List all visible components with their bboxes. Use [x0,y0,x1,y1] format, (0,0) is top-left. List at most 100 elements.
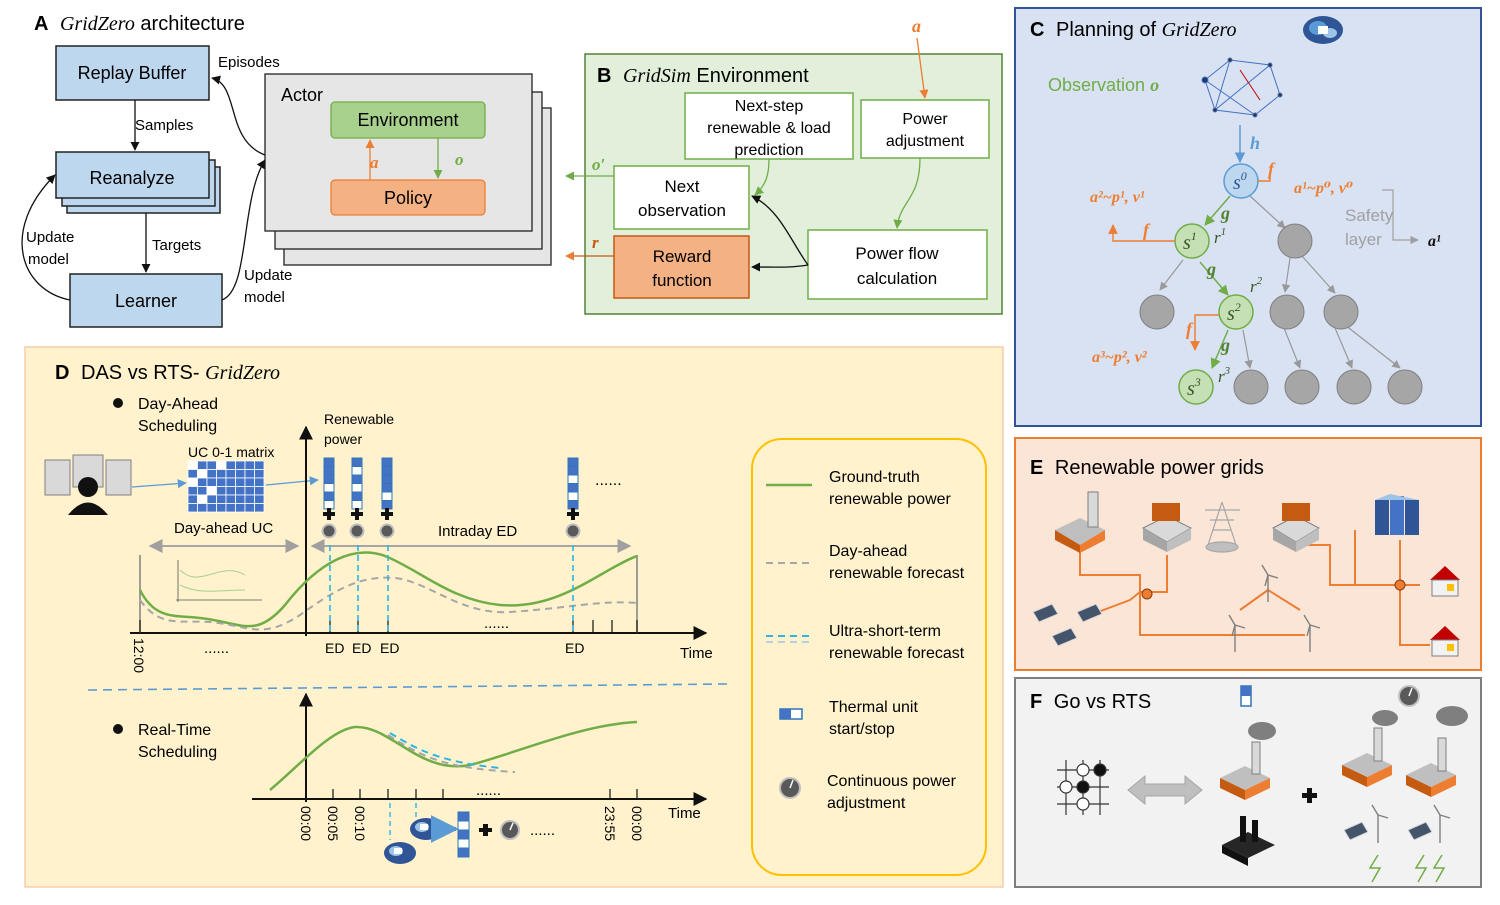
ed-unit-cell [567,483,579,493]
svg-text:s1: s1 [1183,229,1197,254]
panel-c-letter: C [1030,19,1044,41]
update-model-right-1: Update [244,267,292,284]
uc-matrix-cell [235,494,246,504]
rt-tick-labels: 00:00 00:05 00:10 23:55 00:00 [298,806,645,841]
a2-policy-label: a²~p¹, v¹ [1090,189,1145,206]
f-arrow-s0 [1258,176,1271,182]
ed-label-4: ED [565,640,584,656]
node-s1-sup: 1 [1191,229,1197,243]
uc-matrix-cell [187,460,198,470]
uc-matrix-cell [206,477,217,487]
safety-layer-arrow [1382,189,1419,245]
knob-icon [500,820,520,840]
panel-f-title: Go vs RTS [1054,691,1151,713]
learner-box [69,273,223,328]
uc-matrix-cell [216,503,227,513]
uc-matrix-cell [206,460,217,470]
rt-unit-stack [457,811,470,858]
svg-text:r2: r2 [1250,275,1263,296]
ai-brain-icon [384,842,416,864]
node-unexpanded [1336,369,1372,405]
tick-12-00: 12:00 [131,638,147,673]
reward-function-line-1: Reward [653,247,712,266]
plus-icon [479,824,492,836]
bottom-time-label: Time [668,805,701,822]
ai-brain-icon [1303,16,1343,44]
real-time-line-1: Real-Time [138,722,211,739]
bullet-day-ahead [113,398,123,408]
uc-matrix-cell [235,477,246,487]
wind-turbine-icon [1371,804,1451,843]
action-var: a [370,153,379,172]
a1-policy-label: a¹~p⁰, v⁰ [1294,180,1353,197]
legend-thermal-1: Thermal unit [829,699,918,716]
ground-truth-curve [138,551,638,628]
node-s2 [1218,294,1254,330]
uc-matrix-cell [197,469,208,479]
ed-unit-cell [567,474,579,484]
bullet-real-time [113,724,123,734]
coal-plant-icon [1342,710,1398,787]
uc-matrix-cell [225,469,236,479]
power-plant-icon [1055,491,1105,553]
coal-plant-icon [1220,722,1276,800]
svg-text:s3: s3 [1187,375,1201,400]
ed-unit-cell [323,491,335,501]
episodes-label: Episodes [218,54,280,71]
final-action-label: a¹ [1428,233,1441,250]
top-dots-label: ...... [595,472,622,489]
ed-label-1: ED [325,640,344,656]
uc-matrix-cell [187,503,198,513]
panel-d-letter: D [55,362,69,384]
rt-day-ahead-curve [387,734,516,773]
knob-icon [349,523,365,539]
panel-a-title-rest: architecture [140,13,245,35]
uc-matrix-cell [197,460,208,470]
svg-text:s2: s2 [1227,300,1241,325]
uc-matrix-cell [254,477,265,487]
uc-matrix-cell [225,477,236,487]
node-s3-sup: 3 [1194,375,1201,389]
ed-unit-cell [381,491,393,501]
legend-swatch-knob-icon [779,777,801,799]
edge-n1-n4 [1301,255,1336,294]
r2-sup: 2 [1257,275,1263,287]
ed-unit-cell [351,483,363,493]
panel-c: C Planning of GridZero Observation o [1014,7,1482,427]
safety-layer-line-2: layer [1345,230,1382,249]
update-model-right-2: model [244,289,285,306]
ed-unit-cell [381,474,393,484]
ed-unit-cell [323,474,335,484]
f-label-s2: f [1186,319,1194,339]
legend-ultra-short-1: Ultra-short-term [829,623,941,640]
g-label-3: g [1220,335,1230,355]
day-ahead-forecast-curve [139,576,638,631]
ed-unit-cell [381,500,393,510]
mid-dots: ...... [484,615,509,632]
uc-matrix-cell [187,494,198,504]
uc-matrix-cell [235,503,246,513]
panel-d-title-pre: DAS vs RTS- [81,362,200,384]
rt-unit-cell [457,820,470,831]
node-unexpanded [1269,294,1305,330]
reward-function-line-2: function [652,271,712,290]
uc-matrix-cell [187,477,198,487]
legend-day-ahead-1: Day-ahead [829,543,907,560]
node-s0-label: s [1233,172,1241,194]
svg-text:D DAS vs RTS- Grid: D DAS vs RTS- GridZero [55,362,280,384]
learner-label: Learner [115,291,177,311]
uc-matrix-cell [206,486,217,496]
panel-a-title-italic: GridZero [60,13,135,35]
update-model-right-arrow [221,159,266,301]
rt-ground-truth-curve [269,720,638,791]
plus-icon [571,508,575,520]
panel-a-letter: A [34,13,48,35]
go-board-icon [1057,760,1109,815]
panel-e: E Renewable power grids [1014,437,1482,671]
human-operator-icon [44,454,132,515]
uc-matrix-cell [225,486,236,496]
uc-matrix-cell [244,469,255,479]
uc-matrix-cell [235,486,246,496]
action-in-arrow [916,37,929,99]
panel-f-letter: F [1030,691,1042,713]
